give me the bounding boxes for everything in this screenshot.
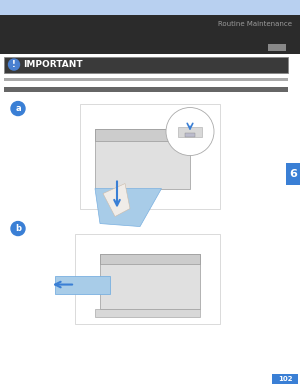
Bar xyxy=(100,253,200,308)
Text: 6: 6 xyxy=(289,168,297,178)
Text: b: b xyxy=(15,224,21,233)
Bar xyxy=(95,308,200,317)
Bar xyxy=(100,253,200,263)
Bar xyxy=(178,126,202,137)
Bar xyxy=(4,87,288,92)
Bar xyxy=(268,43,286,50)
Bar xyxy=(0,0,300,15)
Bar xyxy=(185,133,195,137)
Circle shape xyxy=(11,102,25,116)
Polygon shape xyxy=(103,184,130,217)
Bar xyxy=(95,128,190,189)
Circle shape xyxy=(166,107,214,156)
Bar xyxy=(286,163,300,185)
Bar xyxy=(4,78,288,81)
Circle shape xyxy=(11,222,25,236)
Polygon shape xyxy=(95,189,161,227)
Bar xyxy=(0,15,300,54)
Circle shape xyxy=(8,59,20,70)
Bar xyxy=(55,275,110,294)
Text: Routine Maintenance: Routine Maintenance xyxy=(218,21,292,28)
Bar xyxy=(4,57,288,73)
Bar xyxy=(75,234,220,324)
Bar xyxy=(272,374,298,384)
Text: !: ! xyxy=(12,60,16,69)
Text: a: a xyxy=(15,104,21,113)
Bar xyxy=(80,104,220,208)
Text: IMPORTANT: IMPORTANT xyxy=(23,60,83,69)
Bar xyxy=(95,128,190,140)
Text: 102: 102 xyxy=(278,376,292,382)
